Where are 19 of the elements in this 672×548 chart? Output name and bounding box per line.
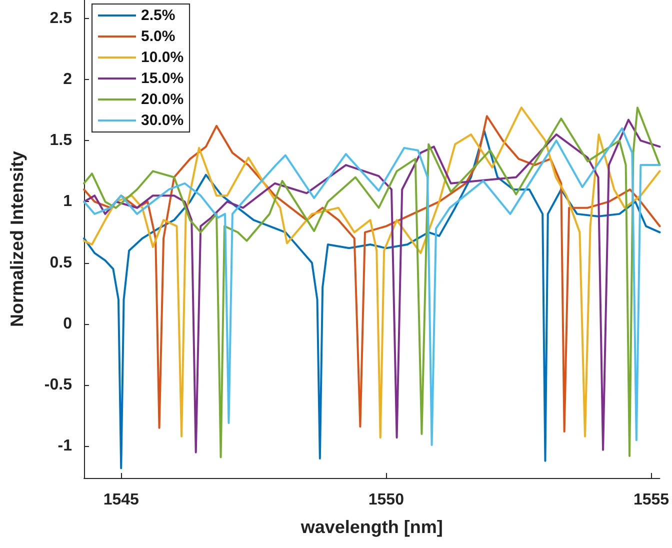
x-tick-label: 1550 [368, 492, 404, 508]
legend-label: 30.0% [141, 112, 184, 129]
legend-label: 2.5% [141, 7, 176, 24]
y-tick-label: 2.5 [50, 10, 72, 27]
y-tick-label: 2 [63, 70, 72, 88]
y-tick-label: 0.5 [50, 254, 72, 272]
y-tick-label: 0 [63, 315, 72, 332]
legend-label: 15.0% [141, 70, 184, 87]
x-tick-label: 1545 [103, 492, 140, 508]
y-axis-title: Normalized Intensity [7, 150, 27, 328]
y-tick-label: -0.5 [44, 376, 72, 394]
y-tick-label: -1 [58, 438, 72, 455]
y-tick-label: 1 [63, 193, 72, 210]
x-tick-label: 1555 [633, 492, 670, 508]
legend-label: 20.0% [141, 91, 184, 108]
y-tick-label: 1.5 [50, 132, 72, 150]
legend-label: 5.0% [141, 28, 176, 45]
legend-label: 10.0% [141, 49, 184, 66]
x-axis-title: wavelength [nm] [300, 517, 443, 537]
